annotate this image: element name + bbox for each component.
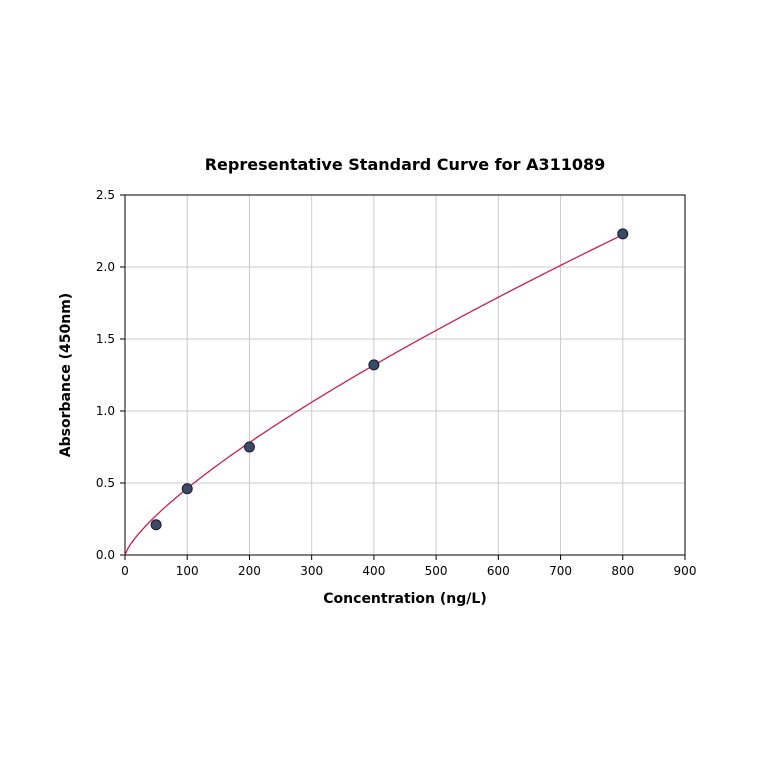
chart-title: Representative Standard Curve for A31108…	[205, 155, 606, 174]
x-tick-label: 100	[176, 564, 199, 578]
x-tick-label: 700	[549, 564, 572, 578]
y-axis-label: Absorbance (450nm)	[58, 293, 74, 457]
y-tick-label: 2.5	[96, 188, 115, 202]
x-tick-label: 0	[121, 564, 129, 578]
x-tick-label: 900	[674, 564, 697, 578]
x-tick-label: 300	[300, 564, 323, 578]
y-tick-label: 1.5	[96, 332, 115, 346]
y-tick-label: 2.0	[96, 260, 115, 274]
data-point	[151, 520, 161, 530]
y-tick-label: 0.5	[96, 476, 115, 490]
x-tick-label: 600	[487, 564, 510, 578]
chart-container: 0 100 200 300 400 500 600 700 800 900 0.0 0.5 1.0 1.5…	[0, 0, 764, 764]
x-tick-label: 200	[238, 564, 261, 578]
x-tick-label: 500	[425, 564, 448, 578]
chart-background	[0, 0, 764, 764]
x-tick-label: 400	[362, 564, 385, 578]
y-tick-label: 1.0	[96, 404, 115, 418]
data-point	[244, 442, 254, 452]
y-tick-label: 0.0	[96, 548, 115, 562]
data-point	[182, 484, 192, 494]
standard-curve-chart: 0 100 200 300 400 500 600 700 800 900 0.0 0.5 1.0 1.5…	[0, 0, 764, 764]
data-point	[618, 229, 628, 239]
data-point	[369, 360, 379, 370]
x-tick-label: 800	[611, 564, 634, 578]
x-axis-label: Concentration (ng/L)	[323, 591, 486, 607]
